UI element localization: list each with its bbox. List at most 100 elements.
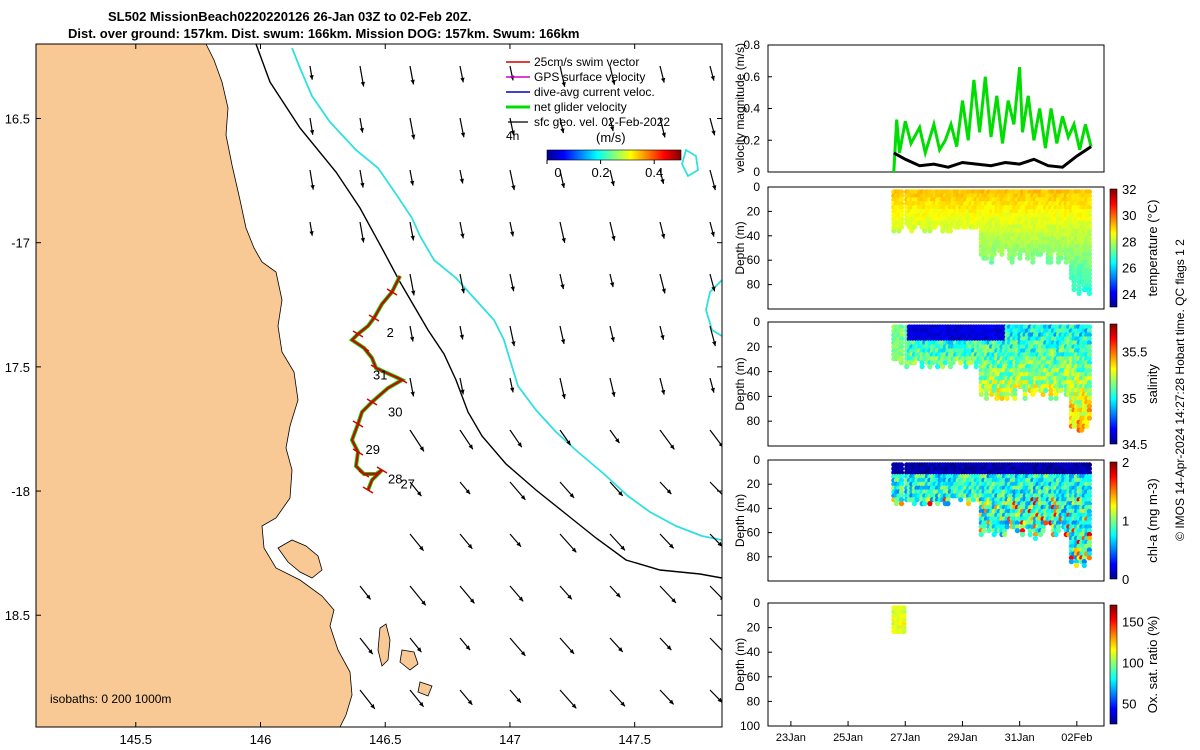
scatter-point	[898, 501, 905, 507]
colorbar-tick-label: 35	[1122, 391, 1136, 406]
scatter-point	[1086, 247, 1092, 253]
scatter-point	[1086, 332, 1092, 338]
scatter-point	[983, 387, 990, 393]
scatter-point	[978, 391, 984, 397]
velocity-vector-head	[360, 81, 365, 87]
scatter-point	[1068, 555, 1074, 561]
depth-tick-label: 60	[747, 670, 761, 684]
scatter-point	[1043, 383, 1049, 390]
depth-tick-label: 20	[747, 204, 761, 218]
scatter-point	[1004, 387, 1010, 393]
velocity-vector-head	[460, 77, 465, 83]
scatter-point	[1086, 543, 1092, 549]
scatter-point	[898, 201, 905, 207]
scatter-point	[1086, 275, 1092, 281]
depth-tick-label: 40	[747, 365, 761, 379]
track-swim-vectors	[350, 275, 405, 491]
scatter-point	[1086, 407, 1092, 413]
scatter-point	[968, 360, 974, 366]
scatter-point	[1086, 236, 1092, 242]
velocity-vector-head	[660, 334, 665, 340]
swim-vector	[368, 314, 380, 322]
scatter-point	[898, 216, 905, 222]
scatter-point	[1086, 372, 1092, 378]
velocity-vector-head	[561, 393, 566, 399]
scatter-point	[1040, 528, 1046, 534]
legend-net-velocity: net glider velocity	[534, 100, 627, 114]
velocity-vector-head	[409, 180, 415, 186]
isobath-annotation: isobaths: 0 200 1000m	[50, 692, 171, 706]
scatter-point	[1032, 383, 1038, 390]
velocity-vector-head	[421, 600, 426, 606]
depth-axis-label: Depth (m)	[733, 221, 747, 274]
net-velocity-line	[892, 67, 1093, 173]
velocity-vector-head	[569, 493, 575, 498]
scatter-point	[1081, 555, 1087, 561]
velocity-vector-head	[419, 446, 424, 452]
velocity-vector-head	[660, 178, 665, 184]
scatter-point	[893, 501, 900, 507]
scatter-point	[1004, 391, 1010, 397]
scatter-point	[1017, 255, 1023, 261]
scatter-point	[983, 395, 990, 401]
scatter-point	[963, 224, 969, 230]
track-day-label: 28	[388, 472, 402, 487]
velocity-vector-head	[666, 645, 672, 651]
swim-vector	[358, 470, 370, 478]
scatter-point	[1048, 395, 1054, 401]
scatter-points	[891, 324, 1092, 433]
swim-vector	[358, 344, 370, 352]
velocity-ytick-label: 0.2	[743, 133, 760, 147]
velocity-vector-head	[520, 651, 526, 656]
scatter-point	[1086, 232, 1092, 238]
depth-tick-label: 80	[747, 414, 761, 428]
velocity-vector-head	[360, 237, 365, 243]
depth-axis-label: Depth (m)	[733, 357, 747, 410]
velocity-vector-head	[618, 491, 623, 496]
velocity-vector-head	[309, 129, 315, 135]
depth-tick-label: 20	[747, 621, 761, 635]
velocity-vector-head	[309, 230, 314, 236]
scatter-point	[1086, 324, 1092, 330]
velocity-vector-head	[620, 701, 626, 707]
velocity-vector-head	[416, 491, 422, 497]
colorbar-tick-label: 28	[1122, 234, 1136, 249]
map-ytick-label: -17	[11, 236, 30, 251]
velocity-vector-head	[717, 541, 722, 547]
scatter-point	[1032, 387, 1038, 393]
scatter-point	[1040, 524, 1046, 530]
scatter-point	[1086, 348, 1092, 354]
scatter-point	[922, 228, 928, 234]
scatter-point	[1048, 387, 1054, 393]
scatter-point	[1012, 387, 1018, 393]
scatter-point	[958, 497, 964, 503]
velocity-vector-head	[517, 442, 522, 448]
scatter-point	[1084, 423, 1090, 429]
depth-colorbar	[1109, 604, 1118, 725]
velocity-vector-head	[668, 543, 674, 549]
scatter-point	[1086, 555, 1092, 561]
scatter-point	[1086, 336, 1092, 342]
scatter-point	[1030, 259, 1036, 265]
velocity-vector-head	[509, 231, 515, 237]
scatter-point	[898, 470, 905, 476]
velocity-vector-head	[516, 697, 521, 703]
map-colorbar-tick-label: 0.4	[645, 165, 663, 180]
sfc-geo-velocity-line	[893, 145, 1092, 169]
velocity-vector-head	[370, 703, 375, 709]
velocity-vector-head	[560, 284, 565, 290]
velocity-vector-head	[717, 697, 722, 703]
time-tick-label: 27Jan	[890, 732, 920, 744]
depth-tick-label: 0	[753, 453, 760, 467]
scatter-point	[1086, 547, 1092, 553]
scatter-point	[1073, 562, 1080, 569]
velocity-vector-head	[309, 74, 314, 80]
scatter-point	[1048, 255, 1054, 261]
depth-tick-label: 40	[747, 645, 761, 659]
scatter-point	[1053, 531, 1059, 538]
velocity-vector-head	[609, 282, 615, 288]
velocity-vector-head	[310, 184, 315, 190]
swim-vector	[352, 420, 364, 428]
scatter-point	[1012, 251, 1018, 257]
scatter-point	[1086, 283, 1092, 289]
